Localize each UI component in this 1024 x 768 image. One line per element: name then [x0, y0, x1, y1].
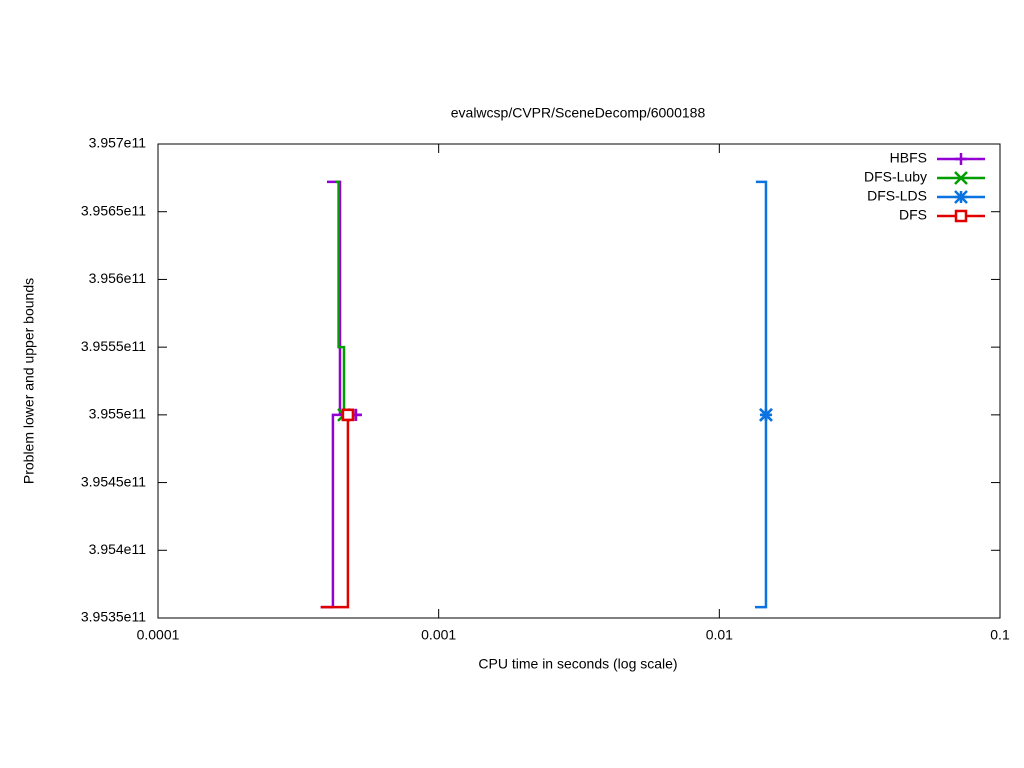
y-tick-label: 3.9545e11 — [81, 473, 146, 489]
point-marker — [341, 408, 355, 422]
series-line — [755, 180, 768, 609]
legend-label: DFS-LDS — [867, 188, 927, 204]
chart-title: evalwcsp/CVPR/SceneDecomp/6000188 — [451, 105, 706, 121]
x-tick-label: 0.01 — [706, 627, 733, 643]
legend-marker — [955, 153, 967, 165]
point-marker — [759, 407, 773, 422]
legend-marker — [954, 209, 968, 223]
y-tick-label: 3.957e11 — [89, 135, 147, 151]
legend-label: HBFS — [890, 150, 927, 166]
y-axis-label: Problem lower and upper bounds — [21, 278, 37, 484]
legend-label: DFS-Luby — [864, 169, 927, 185]
y-tick-label: 3.9535e11 — [81, 609, 146, 625]
y-tick-label: 3.956e11 — [89, 270, 147, 286]
legend-marker — [954, 171, 968, 185]
series-line — [335, 180, 346, 415]
legend-label: DFS — [899, 207, 927, 223]
series-line — [320, 413, 350, 609]
x-tick-label: 0.001 — [421, 627, 456, 643]
x-tick-label: 0.0001 — [137, 627, 180, 643]
y-tick-label: 3.955e11 — [89, 406, 147, 422]
legend-marker — [954, 190, 968, 204]
plot-border — [157, 143, 1001, 619]
y-tick-label: 3.9565e11 — [81, 202, 146, 218]
y-tick-label: 3.9555e11 — [81, 338, 146, 354]
x-axis-label: CPU time in seconds (log scale) — [478, 656, 677, 672]
x-tick-label: 0.1 — [990, 627, 1010, 643]
y-tick-label: 3.954e11 — [89, 541, 147, 557]
